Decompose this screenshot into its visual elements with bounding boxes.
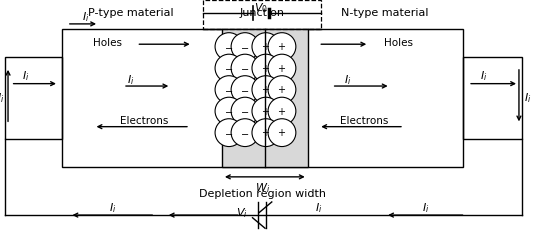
Bar [62,29,463,167]
Text: Holes: Holes [93,38,121,48]
Text: $-$: $-$ [240,106,250,116]
Text: $+$: $+$ [262,127,270,138]
Text: $-$: $-$ [224,128,234,138]
Text: $-$: $-$ [224,42,234,52]
Text: $-$: $-$ [224,63,234,73]
Text: $+$: $+$ [278,106,286,117]
Text: Depletion region width: Depletion region width [198,189,326,199]
Bar [463,57,522,139]
Text: $-$: $-$ [240,85,250,95]
Text: $I_i$: $I_i$ [0,91,5,105]
Text: $-$: $-$ [240,42,250,52]
Ellipse shape [215,33,243,60]
Text: Electrons: Electrons [340,116,388,126]
Text: $I_i$: $I_i$ [22,70,29,83]
Text: $I_i$: $I_i$ [344,73,351,87]
Ellipse shape [231,54,259,82]
Ellipse shape [252,97,280,125]
Ellipse shape [268,97,296,125]
Ellipse shape [231,76,259,103]
Text: $+$: $+$ [262,63,270,74]
Text: $I_i$: $I_i$ [524,91,532,105]
Ellipse shape [268,54,296,82]
Text: Holes: Holes [384,38,413,48]
Text: $I_i$: $I_i$ [82,11,89,24]
Text: $+$: $+$ [278,127,286,138]
Ellipse shape [268,33,296,60]
Ellipse shape [252,33,280,60]
Text: $V_i$: $V_i$ [236,206,248,220]
Ellipse shape [215,76,243,103]
Text: N-type material: N-type material [341,8,429,18]
Text: $+$: $+$ [262,84,270,95]
Text: $-$: $-$ [224,85,234,95]
Text: $I_i$: $I_i$ [315,201,322,215]
Text: Junction: Junction [240,8,285,18]
Text: Electrons: Electrons [120,116,169,126]
Text: $-$: $-$ [240,128,250,138]
Ellipse shape [252,54,280,82]
Ellipse shape [215,54,243,82]
Ellipse shape [215,97,243,125]
Text: $+$: $+$ [262,106,270,117]
Bar [203,0,321,29]
Text: $V_0$: $V_0$ [254,1,268,15]
Text: $-$: $-$ [240,63,250,73]
Bar [5,57,62,139]
Text: $-$: $-$ [224,106,234,116]
Ellipse shape [231,119,259,147]
Text: $+$: $+$ [262,41,270,52]
Text: $W_i$: $W_i$ [255,182,270,196]
Ellipse shape [231,97,259,125]
Text: $I_i$: $I_i$ [109,201,116,215]
Text: P-type material: P-type material [88,8,174,18]
Ellipse shape [268,76,296,103]
Text: $+$: $+$ [278,41,286,52]
Ellipse shape [252,76,280,103]
Ellipse shape [268,119,296,147]
Text: $I_i$: $I_i$ [127,73,135,87]
Ellipse shape [215,119,243,147]
Text: $+$: $+$ [278,84,286,95]
Ellipse shape [252,119,280,147]
Text: $I_i$: $I_i$ [422,201,429,215]
Ellipse shape [231,33,259,60]
Bar [222,29,308,167]
Text: $+$: $+$ [278,63,286,74]
Text: $I_i$: $I_i$ [480,70,488,83]
